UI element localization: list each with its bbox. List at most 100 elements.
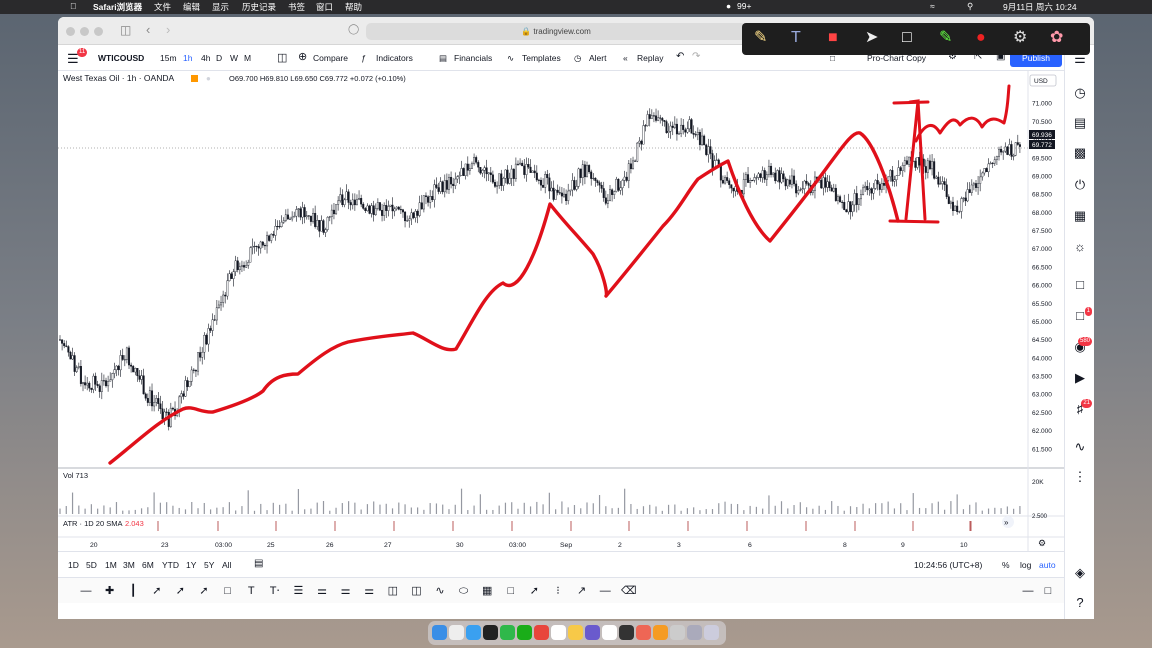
fib-retracement-icon[interactable]: ☰ <box>293 585 304 597</box>
short-position-icon[interactable]: ◫ <box>411 585 422 597</box>
range-6m[interactable]: 6M <box>142 560 154 570</box>
cursor-icon[interactable]: — <box>80 585 92 597</box>
app-menu[interactable]: Safari浏览器 <box>93 2 143 12</box>
menubar-clock[interactable]: 9月11日 周六 10:24 <box>1003 2 1077 12</box>
lightbulb-icon[interactable]: ☼ <box>1074 239 1086 254</box>
range-ytd[interactable]: YTD <box>162 560 179 570</box>
trend-line-icon[interactable]: ➚ <box>152 585 162 597</box>
range-1y[interactable]: 1Y <box>186 560 197 570</box>
notifications-icon[interactable]: ♯ <box>1076 401 1084 416</box>
camera-icon[interactable]: ▣ <box>996 51 1006 62</box>
pencil-icon[interactable]: ✎ <box>754 29 768 46</box>
folder-icon[interactable] <box>687 625 702 640</box>
text-note-icon[interactable]: T⋅ <box>269 585 280 597</box>
rectangle-icon[interactable]: □ <box>224 585 231 597</box>
legend-title[interactable]: West Texas Oil · 1h · OANDA <box>63 73 174 83</box>
chart-pane[interactable]: 71.00070.50070.00069.50069.00068.50068.0… <box>58 71 1064 551</box>
interval-d[interactable]: D <box>216 53 223 63</box>
help-icon[interactable]: ? <box>1076 595 1084 610</box>
vertical-line-icon[interactable]: ┃ <box>129 585 137 597</box>
redo-icon[interactable]: ↷ <box>692 51 701 62</box>
percent-toggle[interactable]: % <box>1002 560 1010 570</box>
sidebar-icon[interactable]: ◫ <box>120 23 132 37</box>
menu-file[interactable]: 文件 <box>154 2 172 12</box>
currency-select-box[interactable] <box>1029 74 1057 87</box>
range-1d[interactable]: 1D <box>68 560 79 570</box>
horizontal-ray-icon[interactable]: — <box>599 585 611 597</box>
compare-icon[interactable]: ⊕ <box>298 51 308 63</box>
chrome-icon[interactable] <box>534 625 549 640</box>
interval-w[interactable]: W <box>230 53 239 63</box>
wechat-work-icon[interactable] <box>500 625 515 640</box>
extended-line-icon[interactable]: ➚ <box>199 585 209 597</box>
trading-panel-icon[interactable]: ∿ <box>1074 439 1086 454</box>
range-3m[interactable]: 3M <box>123 560 135 570</box>
news-icon[interactable]: ▩ <box>1073 145 1087 160</box>
fib-speed-icon[interactable]: ⚌ <box>340 585 351 597</box>
indicators-button[interactable]: Indicators <box>376 53 413 63</box>
app-icon[interactable] <box>653 625 668 640</box>
menu-bookmarks[interactable]: 书签 <box>288 2 306 12</box>
minimize-button[interactable] <box>80 27 89 36</box>
auto-toggle[interactable]: auto <box>1039 560 1056 570</box>
ray-icon[interactable]: ➚ <box>175 585 185 597</box>
chart-type-icon[interactable]: ◫ <box>277 52 288 64</box>
interval-m[interactable]: M <box>244 53 252 63</box>
settings-icon[interactable]: ⚙ <box>1013 29 1028 46</box>
brain-icon[interactable]: ✿ <box>1050 29 1064 46</box>
comment-icon[interactable]: □ <box>507 585 515 597</box>
streams-icon[interactable]: ▶ <box>1075 370 1085 385</box>
qq-icon[interactable] <box>483 625 498 640</box>
range-1m[interactable]: 1M <box>105 560 117 570</box>
safari-icon[interactable] <box>466 625 481 640</box>
zoom-button[interactable] <box>94 27 103 36</box>
menu-view[interactable]: 显示 <box>212 2 230 12</box>
notion-icon[interactable] <box>602 625 617 640</box>
time-axis[interactable]: 20 23 03:00 25 26 27 30 03:00 Sep 2 3 6 8 9 10 <box>90 542 968 549</box>
menu-edit[interactable]: 编辑 <box>183 2 201 12</box>
menu-help[interactable]: 帮助 <box>345 2 363 12</box>
forward-icon[interactable]: › <box>166 22 171 37</box>
menu-window[interactable]: 窗口 <box>316 2 334 12</box>
replay-icon[interactable]: « <box>623 53 628 63</box>
pen-color-icon[interactable]: ● <box>976 29 986 46</box>
brush-icon[interactable]: ∿ <box>435 585 445 597</box>
undo-icon[interactable]: ↶ <box>676 51 685 62</box>
scroll-right-button[interactable] <box>1002 516 1014 528</box>
messages-icon[interactable]: □ <box>1076 308 1084 323</box>
templates-button[interactable]: Templates <box>522 53 561 63</box>
menu-history[interactable]: 历史记录 <box>242 2 277 12</box>
compare-button[interactable]: Compare <box>313 53 348 63</box>
range-5d[interactable]: 5D <box>86 560 97 570</box>
wifi-icon[interactable]: ≈ <box>930 1 935 11</box>
symbol-search[interactable]: WTICOUSD <box>98 53 145 63</box>
double-chevron-right-icon[interactable]: » <box>1004 518 1009 527</box>
financials-button[interactable]: Financials <box>454 53 493 63</box>
alert-icon[interactable]: ◷ <box>574 53 582 63</box>
hotlists-icon[interactable]: ⋮ <box>1073 469 1087 484</box>
music-icon[interactable] <box>636 625 651 640</box>
data-window-icon[interactable]: ▤ <box>1073 115 1087 130</box>
arrow-icon[interactable]: ↗ <box>576 585 587 597</box>
long-position-icon[interactable]: ◫ <box>387 585 398 597</box>
volume-legend[interactable]: Vol 713 <box>63 471 88 480</box>
fib-channel-icon[interactable]: ⚌ <box>317 585 327 597</box>
interval-15m[interactable]: 15m <box>160 53 177 63</box>
time-settings-gear-icon[interactable]: ⚙ <box>1038 538 1046 548</box>
eraser-icon[interactable]: ⌫ <box>621 585 637 597</box>
maximize-panel-icon[interactable]: □ <box>1044 585 1052 597</box>
trash-icon[interactable] <box>704 625 719 640</box>
whiteboard-icon[interactable]: □ <box>902 29 912 46</box>
text-tool-icon[interactable]: T <box>791 29 801 46</box>
palette-icon[interactable] <box>585 625 600 640</box>
search-icon[interactable]: ⚲ <box>967 1 974 11</box>
log-toggle[interactable]: log <box>1020 560 1032 570</box>
fullscreen-icon[interactable]: ⇱ <box>974 51 983 62</box>
alarm-clock-icon[interactable]: ◷ <box>1074 85 1086 100</box>
financials-icon[interactable]: ▤ <box>439 53 448 63</box>
chat-icon[interactable]: □ <box>1076 277 1084 292</box>
annotation-trend-curve[interactable] <box>108 131 900 465</box>
highlighter-icon[interactable]: ✎ <box>939 29 953 46</box>
pointer-icon[interactable]: ➤ <box>865 29 879 46</box>
range-5y[interactable]: 5Y <box>204 560 215 570</box>
